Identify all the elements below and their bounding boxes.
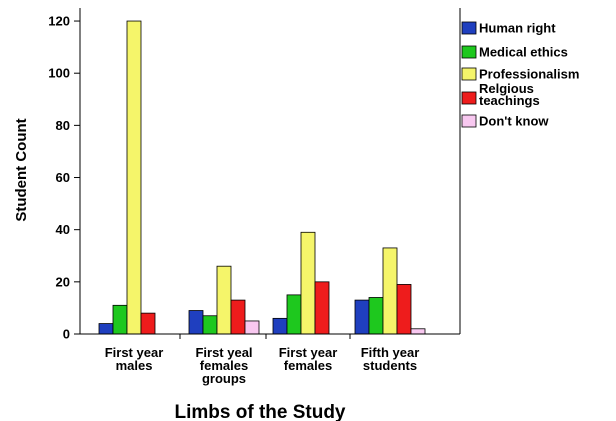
y-tick-label: 60: [56, 170, 70, 185]
legend-label: Human right: [479, 21, 556, 36]
y-tick-label: 20: [56, 274, 70, 289]
bar: [98, 323, 114, 335]
bar: [368, 297, 384, 335]
x-category-label: First year males: [105, 345, 164, 373]
y-tick-label: 120: [48, 14, 70, 29]
x-axis-title: Limbs of the Study: [175, 402, 346, 421]
bar: [300, 231, 316, 335]
legend-swatch: [461, 114, 477, 128]
bar: [410, 328, 426, 335]
y-axis-title: Student Count: [13, 118, 30, 221]
bar: [354, 299, 370, 335]
legend-swatch: [461, 91, 477, 105]
x-category-label: Fifth year students: [361, 345, 420, 373]
axes-layer: [79, 8, 461, 335]
legend-swatch: [461, 67, 477, 81]
legend-label: Professionalism: [479, 67, 579, 82]
y-tick-label: 80: [56, 118, 70, 133]
bar: [382, 247, 398, 335]
legend-label: Medical ethics: [479, 45, 568, 60]
bar: [112, 304, 128, 335]
x-category-label: First yeal females groups: [195, 345, 252, 386]
legend: Human right Medical ethics Professionalism…: [461, 21, 579, 129]
legend-swatch: [461, 45, 477, 59]
bar: [244, 320, 260, 335]
bar: [140, 312, 156, 335]
legend-label: Relgious teachings: [479, 81, 540, 108]
legend-swatch: [461, 21, 477, 35]
bar: [314, 281, 330, 335]
bar: [396, 284, 412, 335]
bars-layer: [98, 20, 426, 335]
legend-label: Don't know: [479, 114, 549, 129]
y-ticks: 0 20 40 60 80 100 120: [48, 14, 80, 342]
y-tick-label: 0: [63, 327, 70, 342]
bar: [188, 310, 204, 335]
bar: [216, 265, 232, 335]
bar: [230, 299, 246, 335]
bar: [202, 315, 218, 335]
bar: [286, 294, 302, 335]
x-category-labels: First year males First yeal females groups Fi…: [105, 334, 420, 386]
bar: [272, 317, 288, 335]
bar: [126, 20, 142, 335]
x-category-label: First year females: [279, 345, 338, 373]
y-tick-label: 40: [56, 222, 70, 237]
y-tick-label: 100: [48, 66, 70, 81]
